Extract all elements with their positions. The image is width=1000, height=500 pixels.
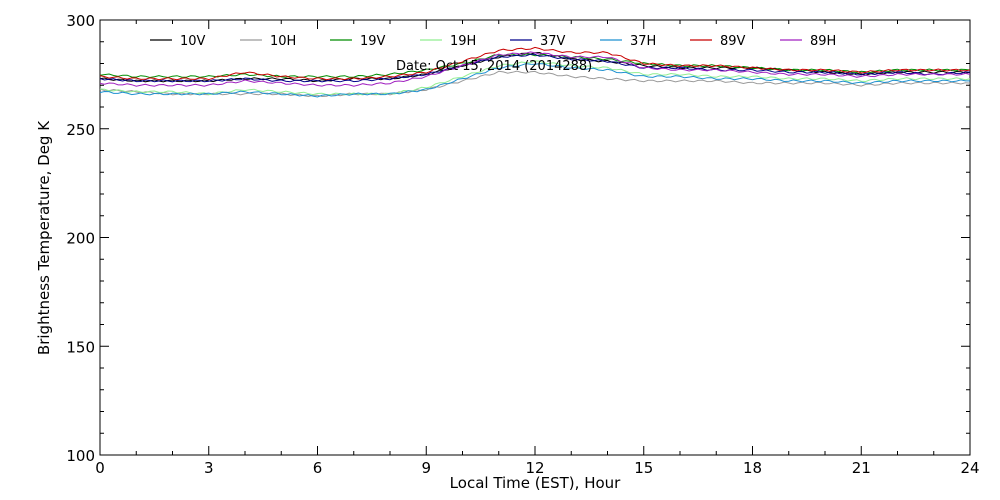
- plot-frame: [99, 19, 971, 456]
- series-line-19h: [99, 60, 971, 96]
- series-line-37v: [99, 53, 971, 83]
- x-axis-title: Local Time (EST), Hour: [450, 474, 621, 492]
- x-tick-label: 24: [960, 459, 979, 477]
- x-tick-label: 21: [852, 459, 871, 477]
- legend-label-37v: 37V: [540, 34, 566, 49]
- series-line-89v: [99, 46, 971, 81]
- x-tick-label: 0: [95, 459, 105, 477]
- y-tick-label: 100: [66, 447, 95, 465]
- x-tick-label: 12: [525, 459, 544, 477]
- series-line-89h: [99, 51, 971, 87]
- x-tick-label: 15: [634, 459, 653, 477]
- y-tick-label: 300: [66, 12, 95, 30]
- legend: 10V 10H 19V 19H 37V 37H 89V 89H: [150, 34, 836, 49]
- legend-label-19h: 19H: [450, 34, 476, 49]
- y-axis-title: Brightness Temperature, Deg K: [35, 120, 53, 355]
- ticks-layer: 0 3 6 9 12 15 18 21 24 100 150 200 250 300: [66, 12, 979, 477]
- legend-label-89h: 89H: [810, 34, 836, 49]
- legend-label-89v: 89V: [720, 34, 746, 49]
- series-layer: [99, 46, 971, 98]
- legend-label-37h: 37H: [630, 34, 656, 49]
- series-line-37h: [99, 63, 970, 98]
- y-tick-label: 150: [66, 338, 95, 356]
- legend-label-19v: 19V: [360, 34, 386, 49]
- x-tick-label: 18: [743, 459, 762, 477]
- x-tick-label: 6: [313, 459, 323, 477]
- series-line-10h: [99, 70, 971, 98]
- x-tick-label: 3: [204, 459, 214, 477]
- legend-label-10h: 10H: [270, 34, 296, 49]
- y-tick-label: 250: [66, 121, 95, 139]
- legend-label-10v: 10V: [180, 34, 206, 49]
- date-annotation: Date: Oct 15, 2014 (2014288): [396, 59, 592, 74]
- x-tick-label: 9: [421, 459, 431, 477]
- y-tick-label: 200: [66, 230, 95, 248]
